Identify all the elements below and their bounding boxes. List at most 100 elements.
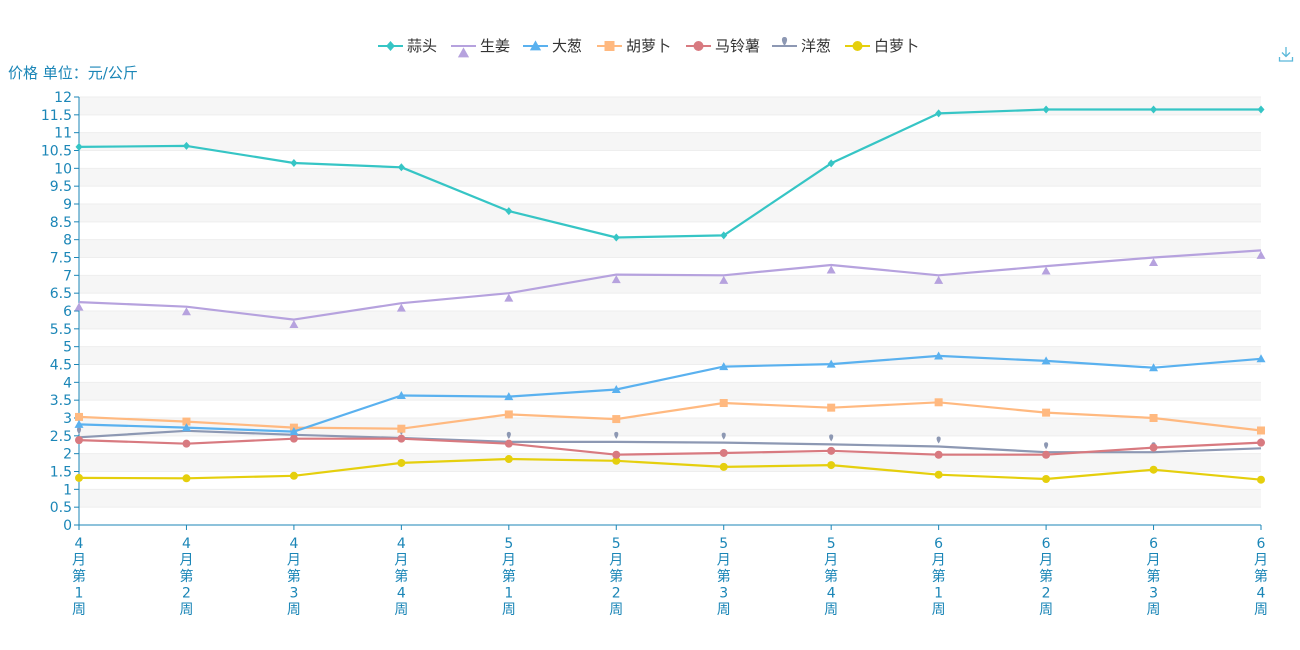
marker-point[interactable] bbox=[397, 424, 406, 433]
marker-point[interactable] bbox=[75, 142, 83, 151]
marker-point[interactable] bbox=[75, 473, 83, 482]
marker-point[interactable] bbox=[74, 419, 84, 428]
marker-point[interactable] bbox=[1042, 450, 1051, 459]
legend-item-蒜头[interactable]: 蒜头 bbox=[378, 37, 437, 55]
marker-point[interactable] bbox=[1149, 443, 1158, 452]
marker-point[interactable] bbox=[1256, 250, 1266, 259]
marker-point[interactable] bbox=[504, 455, 513, 464]
x-tick-label: 4 月第 2 周 bbox=[179, 536, 193, 618]
marker-point[interactable] bbox=[720, 231, 728, 240]
marker-point[interactable] bbox=[74, 302, 84, 311]
marker-point[interactable] bbox=[1149, 258, 1159, 266]
marker-point[interactable] bbox=[290, 158, 298, 167]
marker-point[interactable] bbox=[504, 293, 514, 302]
marker-point[interactable] bbox=[611, 275, 621, 284]
legend-item-大葱[interactable]: 大葱 bbox=[523, 37, 582, 55]
marker-point[interactable] bbox=[181, 423, 191, 432]
marker-point[interactable] bbox=[75, 436, 83, 445]
marker-point[interactable] bbox=[182, 141, 190, 150]
marker-point[interactable] bbox=[397, 458, 406, 467]
marker-point[interactable] bbox=[504, 439, 513, 448]
marker-point[interactable] bbox=[1257, 438, 1265, 447]
marker-point[interactable] bbox=[75, 412, 83, 421]
marker-point[interactable] bbox=[1042, 105, 1050, 114]
marker-point[interactable] bbox=[289, 471, 298, 480]
marker-point[interactable] bbox=[506, 431, 511, 439]
marker-point[interactable] bbox=[935, 109, 943, 118]
grid-band bbox=[79, 150, 1261, 169]
marker-point[interactable] bbox=[612, 233, 620, 242]
marker-legend bbox=[852, 41, 863, 51]
x-tick-label: 5 月第 4 周 bbox=[824, 536, 838, 618]
marker-point[interactable] bbox=[396, 391, 406, 400]
x-tick-label: 4 月第 4 周 bbox=[394, 536, 408, 618]
marker-point[interactable] bbox=[1149, 465, 1158, 474]
marker-point[interactable] bbox=[1150, 105, 1158, 114]
marker-point[interactable] bbox=[827, 446, 836, 455]
marker-point[interactable] bbox=[1257, 105, 1265, 114]
marker-point[interactable] bbox=[1256, 354, 1266, 363]
marker-point[interactable] bbox=[719, 462, 728, 471]
marker-point[interactable] bbox=[1042, 408, 1051, 417]
legend-item-洋葱[interactable]: 洋葱 bbox=[772, 37, 831, 55]
y-tick-label: 10 bbox=[54, 161, 72, 177]
y-tick-label: 3 bbox=[63, 411, 72, 427]
marker-point[interactable] bbox=[1042, 474, 1051, 483]
marker-point[interactable] bbox=[611, 384, 621, 393]
marker-point[interactable] bbox=[721, 432, 726, 440]
legend-item-胡萝卜[interactable]: 胡萝卜 bbox=[597, 37, 671, 55]
marker-point[interactable] bbox=[829, 434, 834, 442]
marker-point[interactable] bbox=[1044, 442, 1049, 450]
marker-point[interactable] bbox=[182, 417, 191, 426]
y-tick-label: 10.5 bbox=[41, 144, 72, 160]
marker-point[interactable] bbox=[934, 275, 944, 284]
marker-point[interactable] bbox=[934, 470, 943, 479]
marker-point[interactable] bbox=[182, 439, 191, 448]
legend-item-马铃薯[interactable]: 马铃薯 bbox=[686, 37, 760, 55]
marker-point[interactable] bbox=[182, 474, 191, 483]
marker-point[interactable] bbox=[181, 307, 191, 316]
marker-point[interactable] bbox=[1041, 266, 1051, 275]
marker-point[interactable] bbox=[612, 450, 621, 459]
marker-point[interactable] bbox=[826, 359, 836, 368]
legend-item-生姜[interactable]: 生姜 bbox=[451, 37, 510, 58]
legend[interactable]: 蒜头 生姜 大葱 胡萝卜 马铃薯 洋葱 白萝卜 bbox=[378, 37, 919, 58]
marker-point[interactable] bbox=[289, 320, 299, 329]
marker-point[interactable] bbox=[827, 159, 835, 168]
marker-point[interactable] bbox=[934, 351, 944, 360]
marker-point[interactable] bbox=[504, 392, 514, 401]
legend-item-白萝卜[interactable]: 白萝卜 bbox=[845, 37, 919, 55]
marker-point[interactable] bbox=[826, 265, 836, 274]
y-tick-label: 7 bbox=[63, 268, 72, 284]
marker-point[interactable] bbox=[289, 427, 299, 436]
series-马铃薯 bbox=[75, 434, 1265, 459]
marker-point[interactable] bbox=[289, 434, 298, 443]
marker-point[interactable] bbox=[719, 275, 729, 284]
marker-point[interactable] bbox=[827, 461, 836, 470]
marker-point[interactable] bbox=[612, 456, 621, 465]
marker-point[interactable] bbox=[612, 415, 621, 424]
marker-point[interactable] bbox=[505, 207, 513, 216]
marker-point[interactable] bbox=[504, 410, 513, 419]
series-生姜 bbox=[74, 249, 1266, 329]
marker-point[interactable] bbox=[719, 362, 729, 371]
marker-point[interactable] bbox=[614, 431, 619, 439]
marker-point[interactable] bbox=[396, 303, 406, 312]
marker-point[interactable] bbox=[1257, 475, 1265, 484]
marker-point[interactable] bbox=[76, 427, 82, 435]
download-icon[interactable] bbox=[1278, 47, 1294, 62]
marker-point[interactable] bbox=[934, 398, 943, 407]
marker-point[interactable] bbox=[719, 448, 728, 457]
marker-point[interactable] bbox=[934, 450, 943, 459]
marker-point[interactable] bbox=[1149, 414, 1158, 422]
marker-point[interactable] bbox=[936, 436, 941, 444]
marker-point[interactable] bbox=[827, 403, 836, 412]
marker-point[interactable] bbox=[1257, 426, 1265, 435]
marker-point[interactable] bbox=[397, 434, 406, 443]
marker-point[interactable] bbox=[397, 163, 405, 172]
marker-point[interactable] bbox=[719, 399, 728, 408]
marker-point[interactable] bbox=[1041, 356, 1051, 365]
y-tick-label: 1.5 bbox=[50, 465, 72, 481]
marker-legend bbox=[781, 37, 788, 46]
marker-point[interactable] bbox=[1149, 363, 1159, 372]
